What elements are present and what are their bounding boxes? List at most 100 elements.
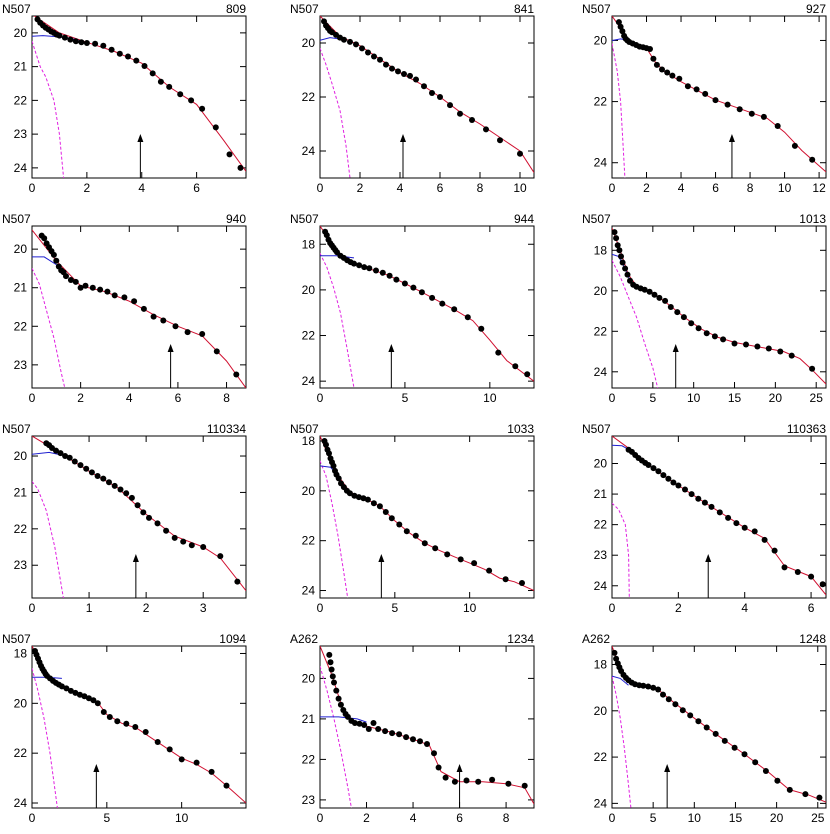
data-point bbox=[72, 278, 79, 285]
data-point bbox=[650, 684, 657, 691]
data-point bbox=[356, 720, 363, 727]
y-tick-label: 22 bbox=[594, 518, 608, 532]
galaxy-id-label: 940 bbox=[226, 212, 246, 226]
x-tick-label: 15 bbox=[729, 811, 743, 825]
data-point bbox=[50, 251, 57, 258]
y-tick-label: 20 bbox=[302, 671, 316, 685]
plot-frame bbox=[319, 645, 535, 809]
x-tick-label: 8 bbox=[223, 391, 230, 405]
data-point bbox=[521, 782, 528, 789]
galaxy-id-label: 1234 bbox=[507, 632, 534, 646]
data-point bbox=[361, 722, 368, 728]
y-tick-label: 20 bbox=[594, 704, 608, 718]
data-point bbox=[777, 348, 784, 355]
data-point bbox=[695, 325, 702, 332]
component-curve-blue bbox=[320, 37, 341, 41]
x-tick-label: 6 bbox=[193, 181, 200, 195]
y-tick-label: 22 bbox=[594, 324, 608, 338]
y-tick-label: 22 bbox=[594, 750, 608, 764]
data-point bbox=[154, 739, 161, 745]
data-point bbox=[94, 473, 101, 479]
data-point bbox=[731, 340, 738, 347]
data-point bbox=[741, 524, 748, 531]
x-tick-label: 8 bbox=[477, 181, 484, 195]
model-curve bbox=[320, 16, 534, 173]
data-point bbox=[688, 320, 695, 327]
data-point bbox=[382, 728, 389, 735]
data-point bbox=[429, 90, 435, 96]
component-curve-dashed bbox=[612, 502, 630, 598]
data-point bbox=[67, 687, 74, 694]
arrow-head bbox=[93, 764, 100, 772]
x-tick-label: 4 bbox=[410, 811, 417, 825]
arrow-head bbox=[705, 554, 712, 562]
data-point bbox=[421, 83, 427, 90]
data-point bbox=[724, 101, 731, 108]
data-point bbox=[412, 532, 419, 539]
data-point bbox=[794, 569, 801, 575]
data-point bbox=[736, 106, 743, 113]
data-point bbox=[85, 695, 92, 702]
plot-frame bbox=[31, 435, 247, 599]
data-point bbox=[702, 90, 709, 97]
data-point bbox=[133, 57, 140, 64]
data-point bbox=[90, 697, 97, 704]
data-point bbox=[754, 343, 761, 350]
data-point bbox=[106, 714, 113, 720]
data-point bbox=[475, 778, 482, 785]
y-tick-label: 24 bbox=[594, 365, 608, 379]
data-point bbox=[640, 682, 647, 689]
data-point bbox=[432, 545, 439, 552]
galaxy-id-label: 1248 bbox=[799, 632, 826, 646]
x-tick-label: 10 bbox=[483, 391, 497, 405]
data-point bbox=[328, 666, 335, 673]
data-point bbox=[437, 94, 443, 100]
arrow-head bbox=[400, 134, 406, 142]
panel-944: 0 5 10 18 20 22 24 N507 944 bbox=[290, 212, 535, 405]
data-point bbox=[656, 294, 663, 301]
x-tick-label: 5 bbox=[391, 601, 398, 615]
data-point bbox=[650, 55, 657, 62]
x-tick-label: 10 bbox=[513, 181, 527, 195]
model-curve bbox=[612, 646, 826, 803]
data-point bbox=[234, 578, 241, 585]
model-curve bbox=[320, 646, 534, 805]
data-point bbox=[154, 520, 161, 527]
data-point bbox=[396, 731, 403, 738]
galaxy-id-label: 927 bbox=[806, 2, 826, 16]
data-point bbox=[393, 276, 400, 283]
data-point bbox=[651, 291, 658, 298]
data-point bbox=[693, 86, 700, 93]
y-tick-label: 24 bbox=[594, 796, 608, 810]
data-point bbox=[125, 53, 131, 60]
plot-frame bbox=[31, 15, 247, 179]
data-point bbox=[447, 102, 453, 109]
plot-frame bbox=[319, 435, 535, 599]
data-point bbox=[366, 265, 373, 272]
data-point bbox=[335, 475, 342, 482]
plot-frame bbox=[611, 15, 827, 179]
data-point bbox=[100, 42, 107, 49]
data-point bbox=[58, 683, 65, 690]
data-point bbox=[146, 514, 152, 521]
panel-1013: 0 5 10 15 20 25 18 20 22 24 N507 1013 bbox=[582, 212, 827, 405]
data-point bbox=[720, 336, 727, 343]
x-tick-label: 5 bbox=[402, 391, 409, 405]
arrow-head bbox=[672, 344, 679, 352]
data-point bbox=[819, 581, 826, 588]
data-point bbox=[774, 123, 781, 129]
data-point bbox=[688, 491, 695, 498]
data-point bbox=[809, 156, 816, 163]
data-point bbox=[364, 496, 371, 503]
cluster-label: N507 bbox=[2, 632, 31, 646]
x-tick-label: 0 bbox=[317, 811, 324, 825]
cluster-label: N507 bbox=[2, 212, 31, 226]
data-point bbox=[89, 284, 96, 291]
panel-1234: 0 2 4 6 8 20 21 22 23 A262 1234 bbox=[290, 632, 535, 825]
data-point bbox=[370, 720, 377, 726]
data-point bbox=[212, 124, 219, 131]
data-point bbox=[116, 50, 123, 57]
data-point bbox=[94, 700, 101, 707]
